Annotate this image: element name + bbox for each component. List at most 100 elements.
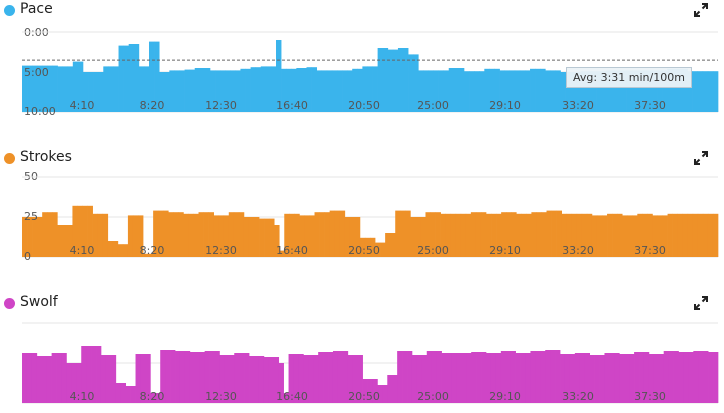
strokes-bar [334,210,341,257]
strokes-bar [395,210,401,257]
pace-ytick-1: 5:00 [24,66,49,79]
strokes-bar [87,205,93,257]
pace-bar [326,70,333,112]
expand-arrows-icon[interactable] [694,296,708,310]
strokes-xtick-label: 8:20 [140,244,165,257]
swolf-xtick-label: 8:20 [140,390,165,403]
pace-bar [403,48,409,112]
strokes-bar [77,205,83,257]
pace-bar [474,71,480,112]
swolf-bar [199,352,205,403]
pace-bar [560,72,566,112]
swolf-bar [500,351,507,403]
swolf-bar [110,355,117,403]
strokes-bar [627,215,633,257]
strokes-bar [602,215,608,257]
pace-bar [62,66,69,112]
swolf-bar [170,350,176,403]
swolf-bar [263,357,270,403]
strokes-bar [228,212,235,257]
pace-bar [524,70,531,112]
swolf-bar [372,379,378,403]
pace-bar [204,68,211,112]
strokes-bar [480,212,487,257]
pace-bar [611,70,617,112]
strokes-bar [67,225,73,257]
swolf-bar [273,357,280,403]
strokes-bar [223,215,230,257]
pace-bar [530,68,536,112]
swolf-bar [184,351,191,403]
pace-bar [423,70,429,112]
strokes-bar [143,253,149,257]
pace-bar [57,66,63,112]
swolf-xtick-label: 20:50 [348,390,380,403]
pace-xtick-label: 25:00 [417,99,449,112]
pace-bar [194,68,201,112]
pace-bar [22,65,28,112]
swolf-bar [303,355,309,403]
swolf-xtick-label: 25:00 [417,390,449,403]
pace-bar [347,70,353,112]
pace-bar [458,68,465,112]
strokes-bar [541,212,547,257]
strokes-xtick-label: 16:40 [276,244,308,257]
pace-bar [143,66,150,112]
pace-bar [580,71,587,112]
pace-bar [209,70,216,112]
swolf-bar [71,363,77,403]
strokes-chart: 4:10 8:20 12:30 16:40 20:50 25:00 29:10 33:20 37… [22,176,719,258]
strokes-bar [506,212,512,257]
pace-bar [585,71,592,112]
strokes-bar [132,215,139,257]
swolf-bar [288,354,294,403]
strokes-bar [400,210,406,257]
swolf-bar [179,351,186,403]
strokes-bar [299,215,305,257]
strokes-bar [22,217,28,257]
swolf-bar [624,354,630,403]
swolf-bar [693,351,699,403]
swolf-bar [76,363,82,403]
strokes-bar [617,213,623,257]
swolf-bar [446,353,452,403]
strokes-bar [632,215,638,257]
swolf-bar [683,352,689,403]
swolf-panel: Swolf 4:10 8:20 12:30 16:40 20:50 25:00 29:10 3… [0,293,724,413]
swolf-bar [254,356,260,403]
pace-bar [260,66,267,112]
expand-arrows-icon[interactable] [694,151,708,165]
swolf-bar [308,355,314,403]
swolf-bar [658,354,665,403]
swolf-bar [673,351,679,403]
pace-bar [621,70,627,112]
swolf-bar [337,351,344,403]
pace-bar [113,66,119,112]
swolf-bar [392,375,398,403]
swolf-bar [599,355,605,403]
strokes-bar [274,225,280,257]
strokes-bar [364,237,371,257]
expand-arrows-icon[interactable] [694,3,708,17]
strokes-bar [607,213,613,257]
strokes-bar [359,237,366,257]
strokes-bar [52,212,58,257]
pace-bar [453,68,460,112]
pace-bar [448,68,455,112]
pace-bar [636,70,643,112]
swolf-bar [614,353,620,403]
pace-bar [189,69,196,112]
strokes-bar [97,213,104,257]
strokes-bar [102,213,109,257]
pace-bar [372,66,378,112]
pace-bar [276,40,282,112]
pace-bar [377,48,384,112]
pace-bar [596,71,602,112]
swolf-bar [569,354,576,403]
strokes-bar [662,215,668,257]
strokes-bar [269,218,275,257]
swolf-bar [318,352,324,403]
strokes-bar [208,212,214,257]
swolf-header: Swolf [0,293,724,313]
strokes-bar [440,213,446,257]
